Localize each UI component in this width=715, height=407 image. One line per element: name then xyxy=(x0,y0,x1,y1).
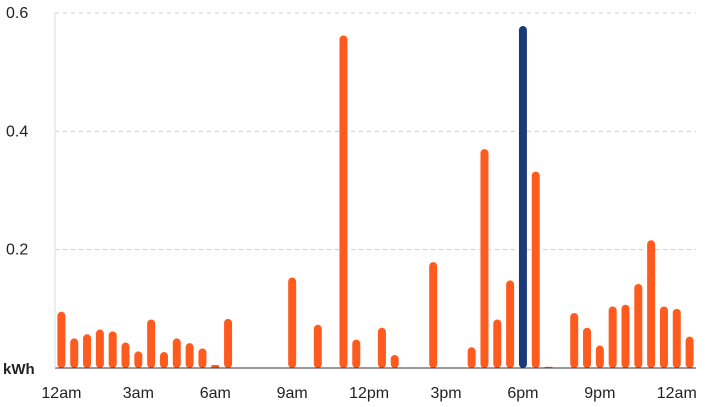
bar[interactable] xyxy=(647,240,656,368)
bar[interactable] xyxy=(672,308,681,368)
grid-lines xyxy=(55,12,696,251)
y-tick-labels: 0.2 0.4 0.6 xyxy=(6,5,28,259)
bar[interactable] xyxy=(377,327,386,368)
bar[interactable] xyxy=(467,347,476,368)
x-tick-label: 12pm xyxy=(349,385,389,402)
bar[interactable] xyxy=(583,327,592,368)
y-tick-label: 0.6 xyxy=(6,5,28,22)
bar[interactable] xyxy=(480,149,489,368)
x-tick-label: 6pm xyxy=(507,385,538,402)
bar[interactable] xyxy=(159,352,168,368)
bar[interactable] xyxy=(570,312,579,368)
bar-highlighted[interactable] xyxy=(518,26,527,369)
bar[interactable] xyxy=(685,336,694,368)
x-tick-label: 12am xyxy=(41,385,81,402)
bar[interactable] xyxy=(70,338,79,368)
bar[interactable] xyxy=(506,280,515,368)
bar[interactable] xyxy=(121,342,130,368)
bar[interactable] xyxy=(595,345,604,368)
bar[interactable] xyxy=(172,338,181,368)
bar[interactable] xyxy=(634,283,643,368)
bar[interactable] xyxy=(224,318,233,368)
x-tick-label: 9pm xyxy=(584,385,615,402)
bar[interactable] xyxy=(57,311,66,368)
bar[interactable] xyxy=(390,354,399,368)
x-tick-label: 6am xyxy=(200,385,231,402)
x-tick-label: 3pm xyxy=(430,385,461,402)
bar[interactable] xyxy=(108,331,117,368)
y-tick-label: 0.4 xyxy=(6,123,28,140)
x-tick-label: 12am xyxy=(657,385,697,402)
bar[interactable] xyxy=(339,35,348,368)
bar[interactable] xyxy=(352,339,361,368)
bar[interactable] xyxy=(621,304,630,368)
x-tick-label: 3am xyxy=(123,385,154,402)
x-tick-label: 9am xyxy=(277,385,308,402)
bar[interactable] xyxy=(83,334,92,368)
bar[interactable] xyxy=(608,306,617,368)
bar[interactable] xyxy=(198,348,207,368)
bar[interactable] xyxy=(211,365,220,368)
x-tick-labels: 12am 3am 6am 9am 12pm 3pm 6pm 9pm 12am xyxy=(41,385,696,402)
bars xyxy=(57,26,694,369)
bar[interactable] xyxy=(429,262,438,368)
bar[interactable] xyxy=(313,324,322,368)
bar[interactable] xyxy=(659,306,668,368)
bar[interactable] xyxy=(288,277,297,368)
y-unit-label: kWh xyxy=(3,361,35,378)
bar[interactable] xyxy=(95,329,104,368)
bar[interactable] xyxy=(147,319,156,368)
y-tick-label: 0.2 xyxy=(6,242,28,259)
bar[interactable] xyxy=(185,343,194,368)
bar[interactable] xyxy=(531,171,540,368)
bar[interactable] xyxy=(493,319,502,368)
bar[interactable] xyxy=(134,351,143,368)
